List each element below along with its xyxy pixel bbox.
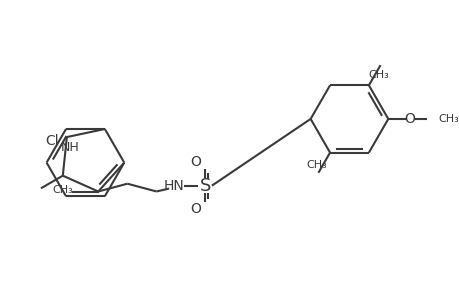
Text: CH₃: CH₃ <box>305 160 326 170</box>
Text: O: O <box>190 155 201 170</box>
Text: CH₃: CH₃ <box>368 70 388 80</box>
Text: S: S <box>199 177 210 195</box>
Text: CH₃: CH₃ <box>438 114 459 124</box>
Text: NH: NH <box>60 141 79 154</box>
Text: HN: HN <box>163 179 184 193</box>
Text: Cl: Cl <box>45 134 59 148</box>
Text: O: O <box>403 112 414 126</box>
Text: O: O <box>190 202 201 216</box>
Text: CH₃: CH₃ <box>52 185 73 195</box>
